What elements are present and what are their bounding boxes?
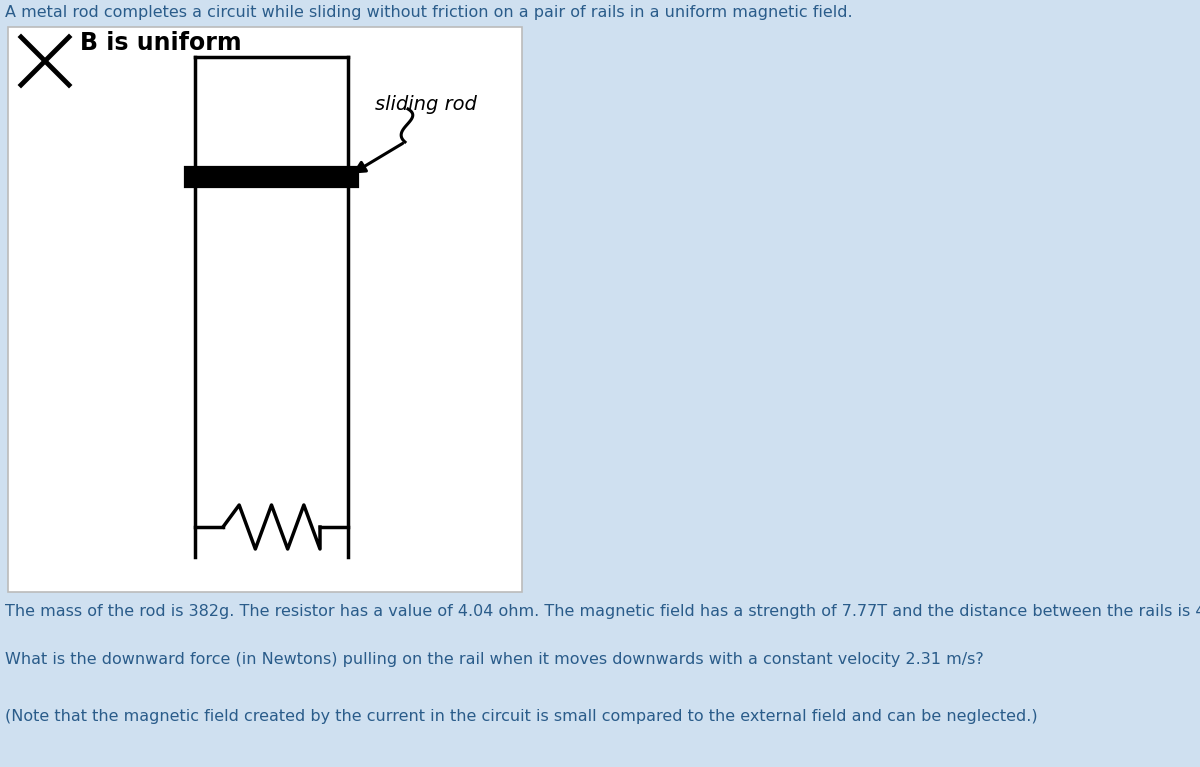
Text: What is the downward force (in Newtons) pulling on the rail when it moves downwa: What is the downward force (in Newtons) … <box>5 652 984 667</box>
Text: sliding rod: sliding rod <box>374 95 476 114</box>
FancyBboxPatch shape <box>8 27 522 592</box>
Text: B is uniform: B is uniform <box>80 31 241 55</box>
Text: The mass of the rod is 382g. The resistor has a value of 4.04 ohm. The magnetic : The mass of the rod is 382g. The resisto… <box>5 604 1200 619</box>
Text: (Note that the magnetic field created by the current in the circuit is small com: (Note that the magnetic field created by… <box>5 709 1038 724</box>
Text: A metal rod completes a circuit while sliding without friction on a pair of rail: A metal rod completes a circuit while sl… <box>5 5 853 20</box>
